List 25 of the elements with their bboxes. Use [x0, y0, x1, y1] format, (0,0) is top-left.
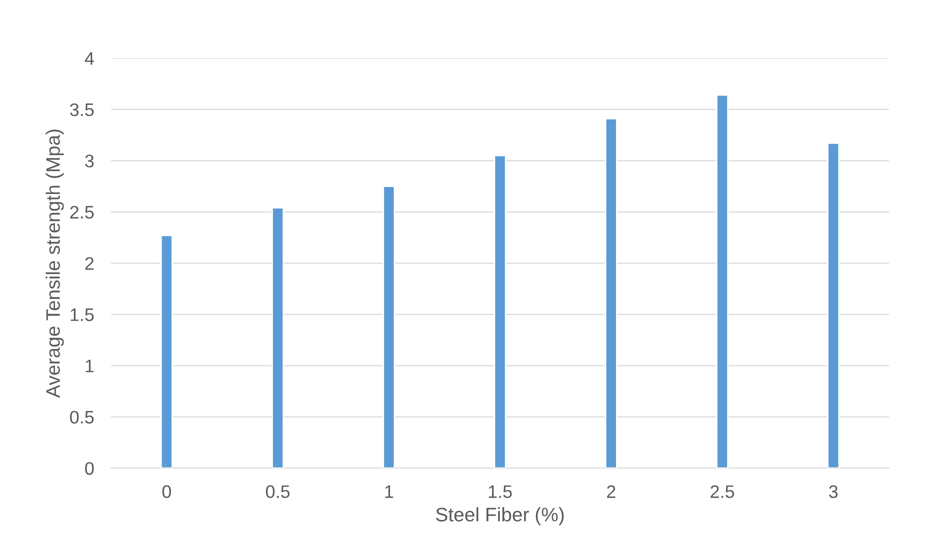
x-tick-label: 0.5	[266, 485, 290, 498]
y-tick-label: 2	[85, 257, 94, 270]
x-tick-label: 1	[385, 485, 394, 498]
x-tick-label: 0	[162, 485, 171, 498]
x-tick-label: 3	[829, 485, 838, 498]
bar	[272, 207, 284, 468]
y-tick-label: 3	[85, 154, 94, 168]
bar	[604, 118, 618, 468]
x-tick-label: 2	[607, 485, 616, 498]
y-tick-label: 1	[86, 360, 94, 372]
x-tick-label: 1.5	[488, 485, 512, 498]
y-tick-label: 3.5	[70, 103, 94, 116]
x-axis-title: Steel Fiber (%)	[436, 507, 564, 526]
bar	[716, 94, 729, 468]
bar	[382, 186, 396, 468]
y-tick-label: 0.5	[70, 410, 94, 424]
y-tick-label: 0	[85, 462, 94, 475]
y-tick-label: 4	[84, 52, 94, 65]
y-tick-label: 1.5	[70, 308, 94, 322]
y-axis-title: Average Tensile strength (Mpa)	[46, 130, 64, 398]
bar	[494, 154, 506, 468]
y-tick-label: 2.5	[70, 206, 94, 219]
bar	[160, 234, 173, 468]
bar	[827, 142, 840, 468]
x-tick-label: 2.5	[710, 485, 734, 498]
